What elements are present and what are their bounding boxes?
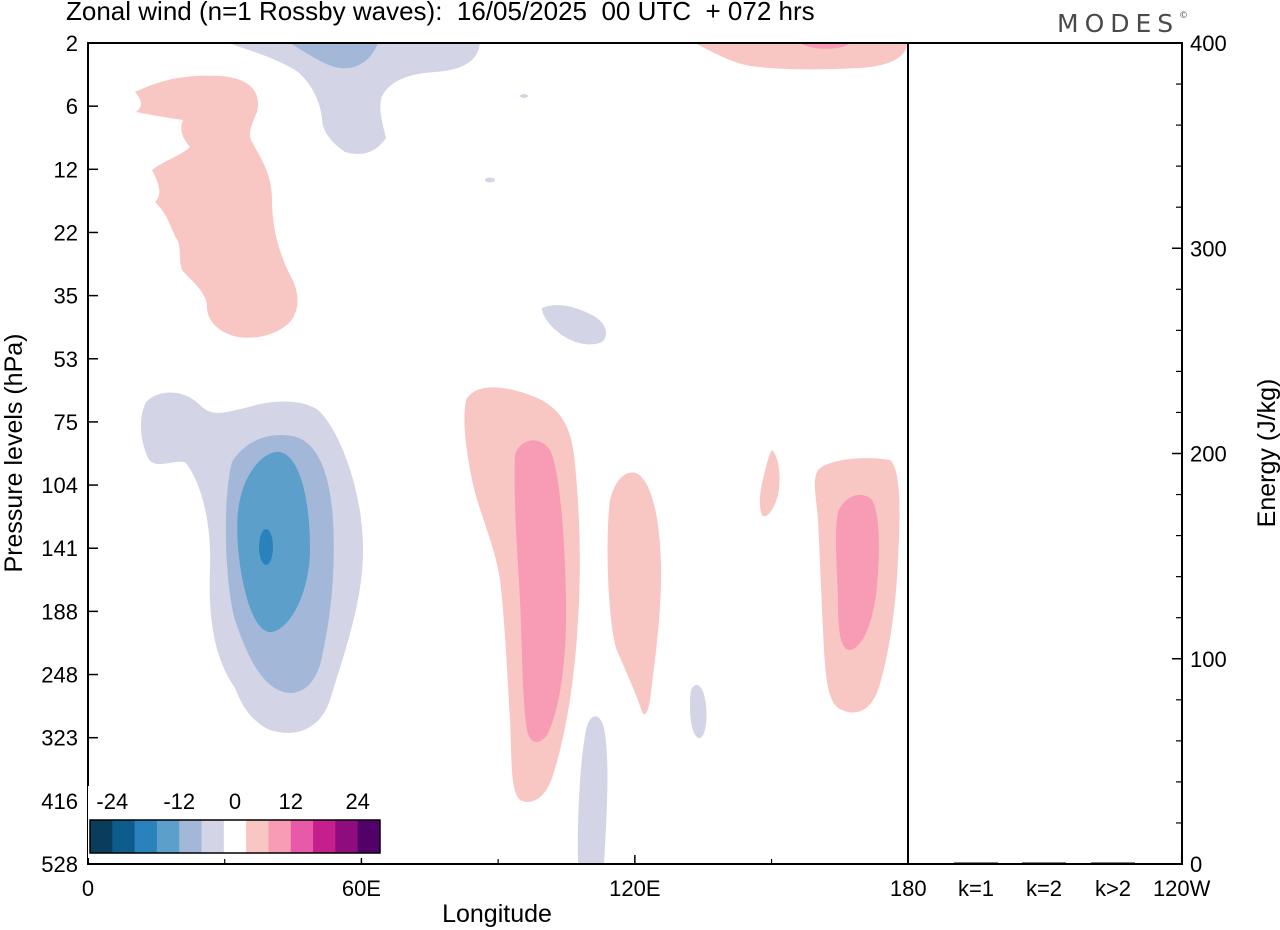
- positive-contour: [514, 440, 567, 742]
- positive-contour: [135, 75, 298, 338]
- colorbar-label: -24: [96, 789, 128, 814]
- energy-tick-label: 100: [1190, 647, 1227, 672]
- x-tick-label: 60E: [342, 876, 381, 901]
- y-tick-label: 141: [41, 536, 78, 561]
- colorbar-swatch: [335, 820, 359, 853]
- negative-contour: [259, 529, 273, 565]
- y-tick-label: 75: [54, 410, 78, 435]
- x-axis-title: Longitude: [442, 900, 552, 928]
- energy-tick-label: 200: [1190, 442, 1227, 467]
- negative-contour: [290, 43, 378, 69]
- colorbar-label: 0: [229, 789, 241, 814]
- energy-bar: [1022, 862, 1066, 864]
- y-tick-label: 528: [41, 852, 78, 877]
- colorbar-label: 24: [345, 789, 369, 814]
- x-tick-label: 120E: [609, 876, 660, 901]
- colorbar-swatch: [179, 820, 203, 853]
- colorbar-swatch: [201, 820, 225, 853]
- positive-contour: [835, 494, 879, 650]
- energy-bars: k=1 k=2 k>2: [954, 862, 1135, 901]
- colorbar-swatch: [112, 820, 136, 853]
- energy-category-label: k=2: [1026, 876, 1062, 901]
- negative-contour: [690, 684, 707, 739]
- y-tick-label: 12: [54, 157, 78, 182]
- colorbar-swatch: [223, 820, 247, 853]
- energy-bar: [1091, 862, 1135, 864]
- y-axis-pressure: 2 6 12 22 35 53 75 104 141 188 248 323 416 528: [41, 31, 98, 877]
- colorbar-label: -12: [163, 789, 195, 814]
- negative-contour: [520, 94, 528, 98]
- negative-contour: [542, 305, 607, 345]
- colorbar-swatch: [156, 820, 180, 853]
- colorbar: -24 -12 0 12 24: [88, 786, 382, 858]
- y-axis-energy: 0 100 200 300 400: [1172, 31, 1227, 877]
- colorbar-swatch: [246, 820, 269, 853]
- x-tick-label: 120W: [1153, 876, 1211, 901]
- positive-contour: [800, 43, 850, 49]
- energy-category-label: k>2: [1095, 876, 1131, 901]
- colorbar-swatch: [90, 820, 113, 853]
- colorbar-frame: [89, 819, 381, 854]
- y-tick-label: 323: [41, 726, 78, 751]
- colorbar-swatch: [290, 820, 314, 853]
- energy-tick-label: 400: [1190, 31, 1227, 56]
- energy-tick-label: 0: [1190, 852, 1202, 877]
- energy-category-label: k=1: [958, 876, 994, 901]
- energy-tick-label: 300: [1190, 236, 1227, 261]
- y-tick-label: 53: [54, 347, 78, 372]
- chart-title: Zonal wind (n=1 Rossby waves): 16/05/202…: [66, 0, 815, 26]
- y-axis-title-pressure: Pressure levels (hPa): [0, 334, 28, 573]
- colorbar-swatch: [357, 820, 381, 853]
- colorbar-swatch: [313, 820, 336, 853]
- y-tick-label: 2: [66, 31, 78, 56]
- energy-bar: [954, 862, 998, 864]
- colorbar-label: 12: [279, 789, 303, 814]
- y-tick-label: 416: [41, 789, 78, 814]
- x-axis: 060E120E180120W60W: [82, 855, 1211, 901]
- colorbar-swatch: [134, 820, 158, 853]
- positive-contour: [607, 472, 662, 715]
- negative-contour: [577, 716, 608, 864]
- positive-contour: [695, 43, 908, 70]
- x-tick-label: 0: [82, 876, 94, 901]
- x-tick-label: 180: [890, 876, 927, 901]
- negative-contour: [237, 451, 310, 633]
- y-tick-label: 22: [54, 220, 78, 245]
- modes-logo: MODES©: [1057, 9, 1189, 38]
- colorbar-swatch: [268, 820, 292, 853]
- y-tick-label: 35: [54, 284, 78, 309]
- positive-contour: [759, 450, 780, 517]
- y-tick-label: 188: [41, 599, 78, 624]
- contour-fills: [135, 43, 908, 864]
- y-tick-label: 248: [41, 663, 78, 688]
- y-tick-label: 6: [66, 94, 78, 119]
- negative-contour: [485, 177, 495, 183]
- y-axis-title-energy: Energy (J/kg): [1253, 379, 1280, 528]
- negative-contour: [228, 43, 480, 155]
- y-tick-label: 104: [41, 473, 78, 498]
